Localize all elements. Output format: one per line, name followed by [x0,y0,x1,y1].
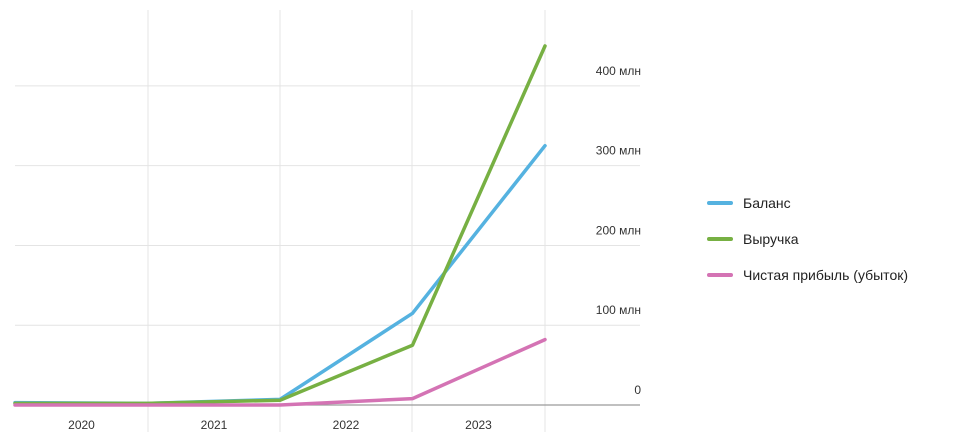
legend-item: Чистая прибыль (убыток) [707,267,908,283]
series-line-2 [13,337,547,407]
y-tick-label: 300 млн [596,144,641,158]
x-tick-label: 2020 [68,418,95,432]
x-tick-label: 2023 [465,418,492,432]
y-tick-label: 200 млн [596,223,641,237]
legend-item: Баланс [707,195,791,211]
x-axis-labels: 2020 2021 2022 2023 [68,418,492,432]
y-tick-label: 100 млн [596,303,641,317]
y-axis-labels: 0 100 млн 200 млн 300 млн 400 млн [596,64,642,397]
y-tick-label: 0 [634,383,641,397]
y-tick-label: 400 млн [596,64,641,78]
x-tick-label: 2022 [333,418,360,432]
legend-label: Чистая прибыль (убыток) [743,267,908,283]
legend: Баланс Выручка Чистая прибыль (убыток) [707,195,908,283]
grid [15,10,640,432]
legend-item: Выручка [707,231,799,247]
series-lines [13,44,547,407]
legend-label: Выручка [743,231,799,247]
legend-label: Баланс [743,195,791,211]
x-tick-label: 2021 [201,418,228,432]
